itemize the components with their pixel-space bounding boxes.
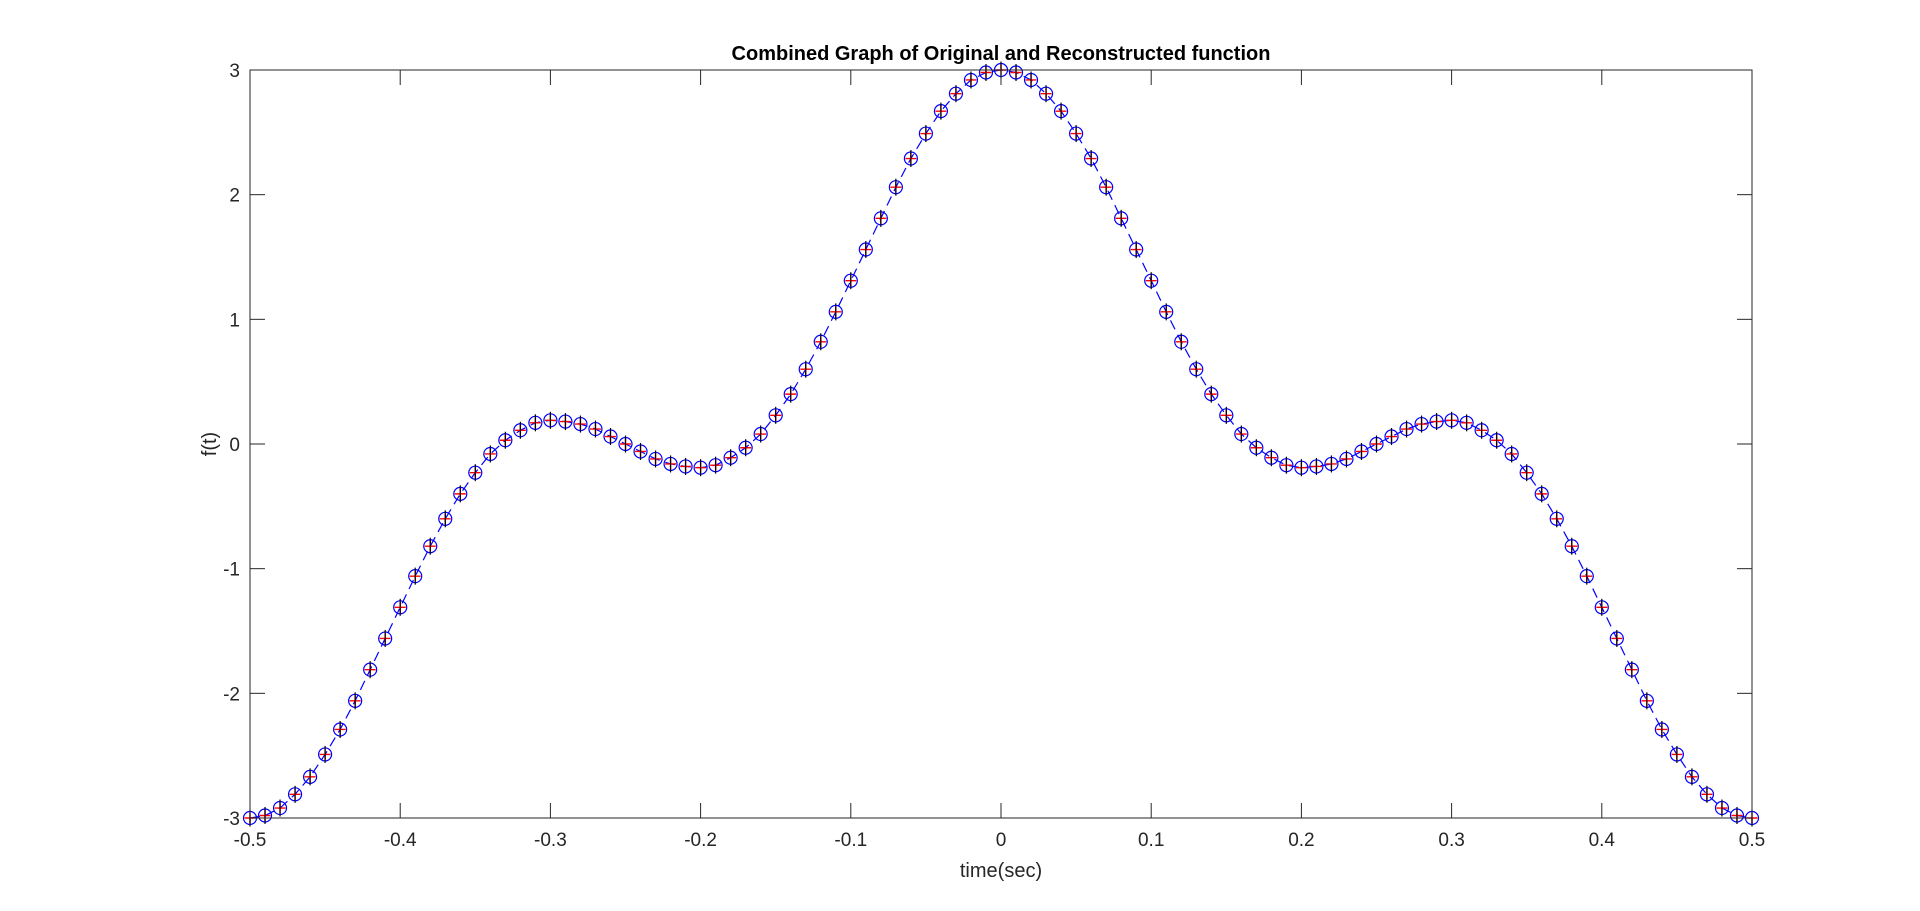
- x-tick-label: 0.4: [1589, 830, 1616, 851]
- x-tick-label: 0: [996, 830, 1007, 851]
- y-tick-label: -3: [223, 809, 240, 830]
- x-tick-label: -0.5: [234, 830, 267, 851]
- x-tick-label: 0.1: [1138, 830, 1164, 851]
- y-axis-label: f(t): [199, 432, 221, 456]
- y-tick-label: -1: [223, 560, 240, 581]
- y-tick-label: 0: [229, 435, 240, 456]
- x-tick-label: -0.3: [534, 830, 567, 851]
- axis-ticks: [249, 69, 1753, 819]
- chart-title: Combined Graph of Original and Reconstru…: [732, 43, 1271, 65]
- x-tick-label: 0.5: [1739, 830, 1765, 851]
- series-layer: [242, 61, 1760, 827]
- x-axis-label: time(sec): [960, 860, 1042, 882]
- x-tick-labels: -0.5 -0.4 -0.3 -0.2 -0.1 0 0.1 0.2 0.3 0.4 0.5: [234, 830, 1766, 851]
- y-tick-label: 1: [229, 310, 240, 331]
- x-tick-label: -0.2: [684, 830, 717, 851]
- y-tick-labels: -3 -2 -1 0 1 2 3: [223, 61, 240, 830]
- x-tick-label: -0.4: [384, 830, 417, 851]
- plot-area: [250, 70, 1752, 818]
- x-tick-label: 0.2: [1288, 830, 1314, 851]
- x-tick-label: -0.1: [834, 830, 867, 851]
- y-tick-label: -2: [223, 684, 240, 705]
- y-tick-label: 3: [229, 61, 240, 82]
- y-tick-label: 2: [229, 186, 240, 207]
- x-tick-label: 0.3: [1438, 830, 1464, 851]
